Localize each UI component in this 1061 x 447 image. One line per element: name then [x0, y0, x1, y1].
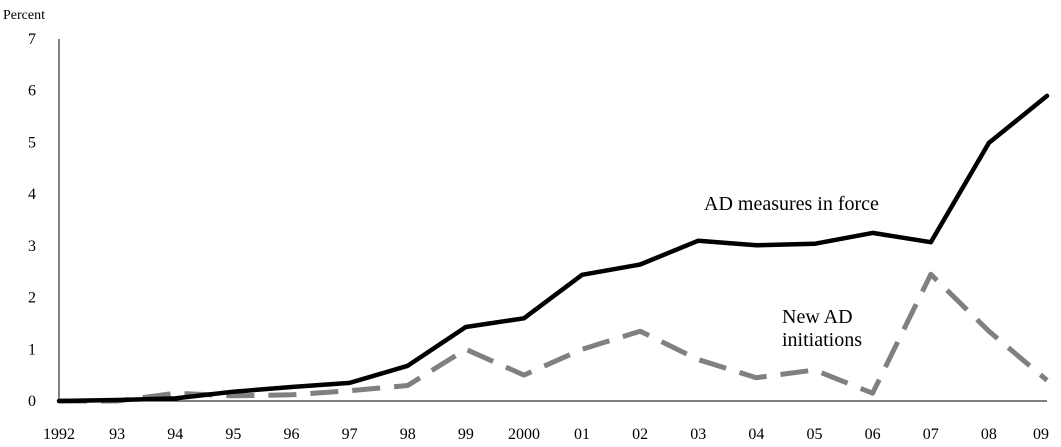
- x-tick-label-0: 1992: [43, 426, 75, 443]
- y-tick-label-4: 4: [28, 186, 36, 203]
- annotation-initiations: initiations: [782, 329, 862, 351]
- annotation-new-ad: New AD: [782, 306, 853, 328]
- series-line-0: [56, 93, 1050, 404]
- x-tick-label-5: 97: [342, 426, 358, 443]
- y-tick-labels: 0 1 2 3 4 5 6 7: [28, 31, 36, 410]
- x-tick-label-7: 99: [458, 426, 474, 443]
- x-tick-label-9: 01: [574, 426, 590, 443]
- x-tick-label-6: 98: [400, 426, 416, 443]
- series-line-1: [59, 271, 1049, 404]
- y-tick-label-5: 5: [28, 134, 36, 151]
- x-tick-labels: 1992 93 94 95 96 97 98 99 2000 01 02 03 04 05 06 07 08 09: [43, 426, 1049, 443]
- x-tick-label-15: 07: [923, 426, 939, 443]
- x-tick-label-4: 96: [283, 426, 299, 443]
- x-tick-label-10: 02: [632, 426, 648, 443]
- annotation-ad-measures: AD measures in force: [704, 193, 879, 215]
- x-tick-label-1: 93: [109, 426, 125, 443]
- y-tick-label-1: 1: [28, 341, 36, 358]
- y-tick-label-0: 0: [28, 393, 36, 410]
- x-tick-label-17: 09: [1033, 426, 1049, 443]
- x-tick-label-8: 2000: [508, 426, 540, 443]
- y-axis-label: Percent: [3, 8, 45, 23]
- x-tick-label-2: 94: [167, 426, 183, 443]
- x-tick-label-13: 05: [807, 426, 823, 443]
- y-tick-label-7: 7: [28, 31, 36, 48]
- y-tick-label-3: 3: [28, 238, 36, 255]
- y-tick-label-2: 2: [28, 290, 36, 307]
- y-tick-label-6: 6: [28, 83, 36, 100]
- x-tick-label-3: 95: [225, 426, 241, 443]
- x-tick-label-11: 03: [690, 426, 706, 443]
- x-tick-label-16: 08: [981, 426, 997, 443]
- x-tick-label-12: 04: [748, 426, 764, 443]
- series-layer: [56, 93, 1050, 404]
- x-tick-label-14: 06: [865, 426, 881, 443]
